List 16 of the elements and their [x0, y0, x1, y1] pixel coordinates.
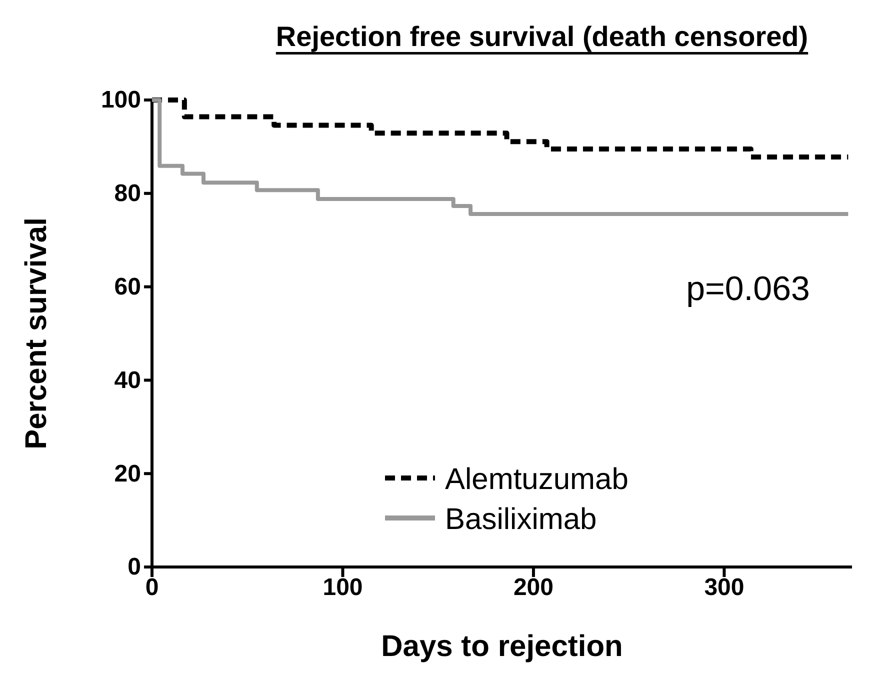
y-axis-title: Percent survival: [20, 218, 53, 450]
x-tick-label: 300: [704, 574, 744, 602]
y-tick-label: 20: [114, 460, 141, 488]
y-tick-label: 0: [128, 554, 141, 581]
chart-title: Rejection free survival (death censored): [276, 21, 808, 52]
annotation: p=0.063: [686, 270, 810, 308]
x-tick-label: 200: [513, 574, 554, 602]
x-tick-label: 0: [145, 574, 159, 602]
y-tick-label: 60: [114, 273, 141, 300]
y-tick-label: 80: [114, 180, 141, 208]
y-tick-label: 100: [100, 86, 141, 114]
x-tick-label: 100: [322, 574, 363, 602]
legend-label: Alemtuzumab: [445, 463, 628, 496]
legend-label: Basiliximab: [445, 503, 597, 536]
x-axis-title: Days to rejection: [381, 630, 623, 663]
y-tick-label: 40: [114, 366, 141, 394]
